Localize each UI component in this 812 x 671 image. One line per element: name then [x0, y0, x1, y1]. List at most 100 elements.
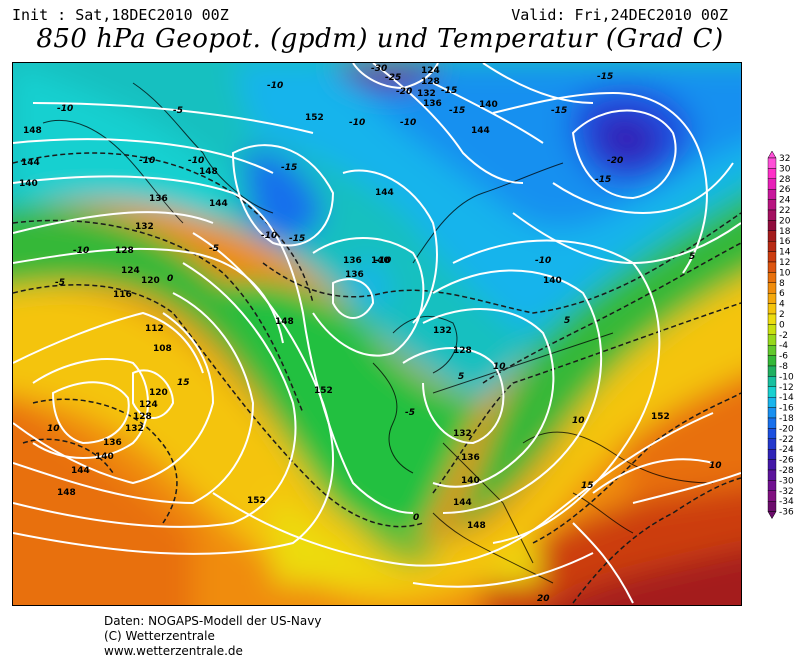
geopotential-label: 136 [345, 270, 364, 280]
colorbar-tick-label: 8 [779, 279, 785, 289]
temperature-label: -5 [173, 106, 183, 116]
colorbar-tick-label: -4 [779, 341, 788, 351]
geopotential-label: 144 [453, 498, 472, 508]
temperature-label: -10 [261, 231, 277, 241]
colorbar-swatch [767, 282, 777, 294]
colorbar-swatch [767, 199, 777, 211]
colorbar-swatch [767, 230, 777, 242]
colorbar-swatch [767, 313, 777, 325]
geopotential-label: 132 [135, 222, 154, 232]
geopotential-label: 124 [421, 66, 440, 76]
temperature-label: -15 [449, 106, 465, 116]
geopotential-label: 140 [371, 256, 390, 266]
colorbar-tick-label: -6 [779, 352, 788, 362]
temperature-label: -10 [349, 118, 365, 128]
geopotential-contours [13, 63, 741, 604]
colorbar-tick-label: 10 [779, 268, 791, 278]
colorbar-swatch [767, 220, 777, 232]
temperature-label: -10 [73, 246, 89, 256]
temperature-label: -5 [209, 244, 219, 254]
temperature-label: -20 [396, 87, 412, 97]
geopotential-label: 136 [149, 194, 168, 204]
geopotential-label: 148 [57, 488, 76, 498]
colorbar-swatch [767, 251, 777, 263]
colorbar-swatch [767, 240, 777, 252]
temperature-label: 10 [709, 461, 722, 471]
geopotential-label: 136 [461, 453, 480, 463]
copyright-text: (C) Wetterzentrale [104, 629, 215, 643]
isotherms [13, 152, 741, 604]
temperature-label: -15 [597, 72, 613, 82]
geopotential-label: 140 [479, 100, 498, 110]
temperature-label: -10 [535, 256, 551, 266]
geopotential-label: 152 [305, 113, 324, 123]
temperature-colorbar: 32 30 28 26 24 22 20 18 16 14 12 10 8 6 4 2 0 -2 -4 -6 -8 -10… [766, 150, 812, 522]
colorbar-swatch [767, 157, 777, 169]
colorbar-top-arrow [767, 150, 777, 159]
geopotential-label: 144 [71, 466, 90, 476]
temperature-label: -10 [188, 156, 204, 166]
colorbar-swatch [767, 178, 777, 190]
colorbar-tick-label: 26 [779, 185, 791, 195]
colorbar-tick-label: -12 [779, 383, 794, 393]
temperature-label: 5 [564, 316, 570, 326]
colorbar-tick-label: 12 [779, 258, 790, 268]
temperature-label: 0 [167, 274, 173, 284]
credits: Daten: NOGAPS-Modell der US-Navy (C) Wet… [104, 614, 321, 659]
chart-title: 850 hPa Geopot. (gpdm) und Temperatur (G… [36, 24, 724, 54]
colorbar-tick-label: -34 [779, 497, 794, 507]
temperature-label: -5 [55, 278, 65, 288]
colorbar-tick-label: 24 [779, 196, 791, 206]
geopotential-label: 136 [423, 99, 442, 109]
temperature-label: -10 [57, 104, 73, 114]
geopotential-label: 148 [467, 521, 486, 531]
colorbar-tick-labels: 32302826242220181614121086420-2-4-6-8-10… [779, 154, 794, 518]
geopotential-label: 152 [651, 412, 670, 422]
colorbar-swatch [767, 480, 777, 491]
colorbar-swatch [767, 386, 777, 398]
temperature-label: -10 [400, 118, 416, 128]
geopotential-label: 140 [461, 476, 480, 486]
colorbar-tick-label: 0 [779, 320, 785, 330]
colorbar-swatches [767, 150, 777, 520]
geopotential-label: 128 [133, 412, 152, 422]
temperature-label: -15 [551, 106, 567, 116]
temperature-label: -20 [607, 156, 623, 166]
colorbar-swatch [767, 334, 777, 346]
temperature-label: 5 [689, 252, 695, 262]
colorbar-swatch [767, 449, 777, 460]
geopotential-label: 108 [153, 344, 172, 354]
geopotential-label: 144 [209, 199, 228, 209]
colorbar-tick-label: -32 [779, 487, 794, 497]
colorbar-tick-label: 2 [779, 310, 785, 320]
colorbar-swatch [767, 209, 777, 221]
geopotential-label: 148 [199, 167, 218, 177]
geopotential-label: 144 [471, 126, 490, 136]
colorbar-tick-label: 6 [779, 289, 785, 299]
geopotential-label: 120 [149, 388, 168, 398]
colorbar-swatch [767, 168, 777, 179]
colorbar-tick-label: -28 [779, 466, 794, 476]
geopotential-label: 132 [453, 429, 472, 439]
geopotential-label: 132 [125, 424, 144, 434]
colorbar-tick-label: -24 [779, 445, 794, 455]
geopotential-label: 136 [103, 438, 122, 448]
colorbar-tick-label: -36 [779, 508, 794, 518]
coastlines [42, 82, 714, 584]
website-link[interactable]: www.wetterzentrale.de [104, 644, 243, 658]
geopotential-label: 124 [139, 400, 158, 410]
colorbar-swatch [767, 355, 777, 367]
colorbar-swatch [767, 261, 777, 273]
temperature-label: -10 [139, 156, 155, 166]
colorbar-swatch [767, 272, 777, 284]
colorbar-tick-label: 4 [779, 300, 785, 310]
colorbar-tick-label: 18 [779, 227, 791, 237]
geopotential-label: 140 [95, 452, 114, 462]
colorbar-swatch [767, 501, 777, 512]
geopotential-label: 140 [543, 276, 562, 286]
colorbar-swatch [767, 344, 777, 356]
contour-labels: 148 144 140 136 132 128 124 120 116 112 … [19, 64, 722, 604]
colorbar-tick-label: -18 [779, 414, 794, 424]
geopotential-label: 128 [421, 77, 440, 87]
colorbar-tick-label: 20 [779, 216, 791, 226]
